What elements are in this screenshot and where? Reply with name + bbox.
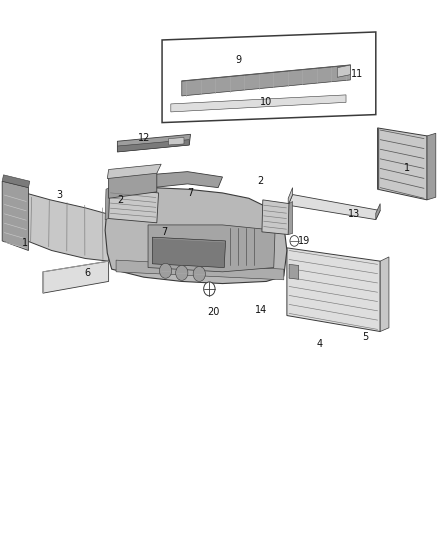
Polygon shape (105, 188, 287, 284)
Polygon shape (427, 133, 436, 200)
Text: 1: 1 (404, 163, 410, 173)
Circle shape (159, 263, 172, 278)
Polygon shape (113, 172, 223, 195)
Text: 7: 7 (187, 188, 194, 198)
Polygon shape (162, 32, 376, 123)
Text: 10: 10 (260, 98, 272, 107)
Text: 5: 5 (363, 332, 369, 342)
Text: 11: 11 (351, 69, 363, 78)
Polygon shape (43, 261, 109, 293)
Polygon shape (148, 225, 275, 272)
Text: 4: 4 (317, 339, 323, 349)
Polygon shape (288, 188, 293, 205)
Text: 19: 19 (298, 236, 311, 246)
Circle shape (204, 282, 215, 296)
Polygon shape (2, 181, 28, 251)
Polygon shape (380, 257, 389, 332)
Polygon shape (376, 204, 380, 220)
Polygon shape (116, 260, 284, 280)
Polygon shape (288, 195, 380, 220)
Polygon shape (171, 95, 346, 112)
Polygon shape (287, 248, 380, 332)
Text: 9: 9 (236, 55, 242, 64)
Text: 12: 12 (138, 133, 150, 142)
Polygon shape (109, 188, 159, 223)
Text: 20: 20 (208, 307, 220, 317)
Polygon shape (2, 175, 30, 188)
Text: 13: 13 (348, 209, 360, 219)
Text: 14: 14 (254, 305, 267, 315)
Circle shape (290, 236, 299, 246)
Circle shape (176, 265, 188, 280)
Polygon shape (288, 201, 293, 235)
Polygon shape (109, 172, 157, 198)
Polygon shape (152, 237, 226, 268)
Polygon shape (107, 164, 161, 179)
Circle shape (193, 266, 205, 281)
Polygon shape (262, 200, 289, 235)
Polygon shape (182, 65, 350, 96)
Polygon shape (337, 65, 350, 77)
Polygon shape (378, 128, 427, 200)
Text: 2: 2 (258, 176, 264, 186)
Text: 3: 3 (56, 190, 62, 199)
Polygon shape (117, 140, 189, 152)
Polygon shape (25, 193, 110, 261)
Polygon shape (117, 134, 191, 152)
Polygon shape (105, 188, 110, 220)
Text: 1: 1 (22, 238, 28, 247)
Text: 6: 6 (85, 268, 91, 278)
Text: 2: 2 (117, 195, 124, 205)
Polygon shape (289, 264, 299, 279)
Polygon shape (169, 138, 184, 145)
Text: 7: 7 (161, 227, 167, 237)
